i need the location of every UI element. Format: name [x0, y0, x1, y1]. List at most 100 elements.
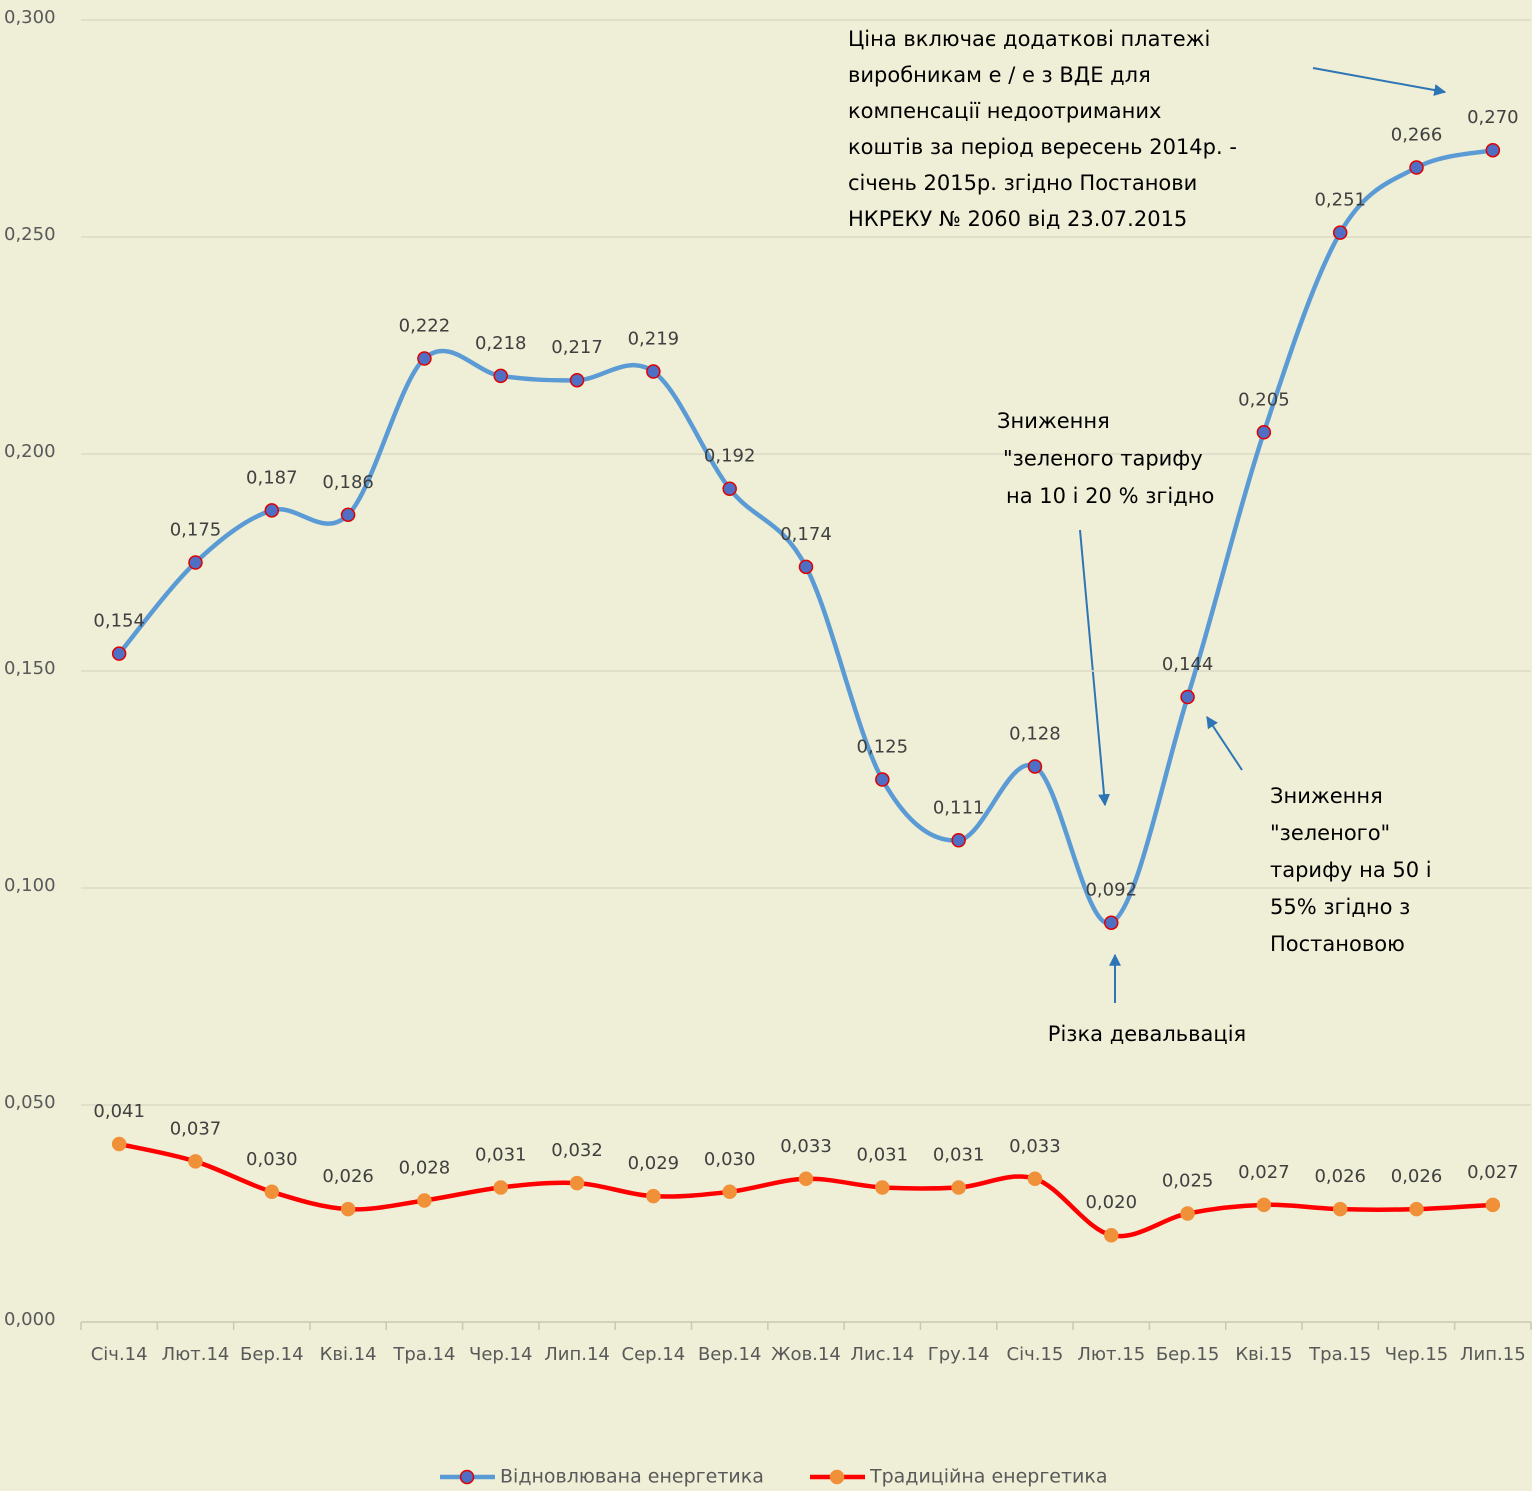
series-line — [117, 147, 1494, 926]
point — [1027, 1171, 1043, 1187]
point — [1104, 915, 1119, 930]
point — [111, 1136, 127, 1152]
arrow — [1079, 529, 1110, 807]
data-label: 0,032 — [551, 1140, 603, 1161]
annotation: Різка девальвація — [1048, 1022, 1246, 1046]
point — [1332, 225, 1348, 240]
data-label: 0,030 — [704, 1149, 756, 1170]
annotation: тарифу на 50 і — [1270, 858, 1432, 882]
y-tick-label: 0,200 — [4, 441, 56, 462]
x-tick-label: Гру.14 — [928, 1344, 990, 1365]
arrow — [1206, 715, 1243, 771]
point — [798, 559, 814, 575]
y-tick-label: 0,250 — [4, 224, 56, 245]
point — [722, 1184, 737, 1200]
data-label: 0,222 — [399, 316, 451, 337]
data-label: 0,175 — [170, 520, 222, 541]
point — [340, 507, 356, 523]
data-label: 0,092 — [1085, 880, 1137, 901]
x-tick-label: Лис.14 — [850, 1344, 914, 1365]
point — [1104, 1227, 1119, 1243]
data-label: 0,031 — [857, 1144, 909, 1165]
point — [188, 1154, 203, 1169]
x-tick-label: Кві.14 — [320, 1344, 377, 1365]
data-label: 0,205 — [1238, 389, 1290, 410]
point — [493, 368, 508, 384]
data-label: 0,125 — [857, 737, 909, 758]
point — [569, 372, 585, 388]
y-tick-label: 0,150 — [4, 658, 56, 679]
annotation: коштів за період вересень 2014р. - — [848, 135, 1237, 159]
data-label: 0,251 — [1314, 190, 1366, 211]
point — [1256, 425, 1272, 440]
point — [264, 1184, 280, 1200]
data-label: 0,041 — [93, 1101, 145, 1122]
point — [1027, 759, 1043, 774]
data-label: 0,187 — [246, 467, 298, 488]
point — [1409, 1201, 1424, 1217]
point — [875, 772, 890, 787]
data-label: 0,218 — [475, 333, 527, 354]
x-tick-label: Кві.15 — [1235, 1344, 1292, 1365]
point — [340, 1201, 356, 1217]
annotation: 55% згідно з — [1270, 895, 1410, 919]
x-tick-label: Лют.15 — [1077, 1344, 1145, 1365]
point — [1409, 160, 1424, 175]
annotation: Ціна включає додаткові платежі — [848, 27, 1210, 51]
point — [1180, 1206, 1195, 1221]
data-label: 0,111 — [933, 797, 985, 818]
annotation: січень 2015р. згідно Постанови — [848, 171, 1197, 195]
data-label: 0,026 — [322, 1166, 374, 1187]
point — [646, 1188, 661, 1204]
data-label: 0,217 — [551, 337, 603, 358]
data-label: 0,031 — [933, 1144, 985, 1165]
data-label: 0,270 — [1467, 107, 1519, 128]
data-label: 0,186 — [322, 472, 374, 493]
point — [951, 1180, 966, 1195]
y-tick-label: 0,300 — [4, 7, 56, 28]
point — [264, 503, 280, 518]
data-label: 0,128 — [1009, 723, 1061, 744]
point — [1485, 142, 1501, 158]
point — [951, 833, 966, 848]
annotation: НКРЕКУ № 2060 від 23.07.2015 — [848, 207, 1187, 231]
x-tick-label: Вер.14 — [698, 1344, 761, 1365]
x-tick-label: Тра.15 — [1308, 1344, 1371, 1365]
data-label: 0,031 — [475, 1144, 527, 1165]
data-label: 0,027 — [1467, 1162, 1519, 1183]
point — [188, 555, 203, 570]
data-label: 0,174 — [780, 524, 832, 545]
data-label: 0,027 — [1238, 1162, 1290, 1183]
point — [798, 1171, 814, 1187]
y-tick-label: 0,000 — [4, 1309, 56, 1330]
point — [1485, 1197, 1501, 1213]
annotation: "зеленого тарифу — [1003, 447, 1203, 471]
data-label: 0,026 — [1314, 1166, 1366, 1187]
legend-marker — [459, 1469, 475, 1485]
point — [646, 364, 661, 379]
point — [722, 481, 737, 496]
point — [1256, 1197, 1272, 1213]
y-tick-label: 0,050 — [4, 1092, 56, 1113]
point — [111, 646, 127, 661]
annotation: Зниження — [1270, 784, 1383, 808]
x-tick-label: Бер.14 — [240, 1344, 303, 1365]
data-label: 0,026 — [1391, 1166, 1443, 1187]
data-label: 0,028 — [399, 1157, 451, 1178]
x-tick-label: Лип.15 — [1460, 1344, 1526, 1365]
data-label: 0,219 — [628, 329, 680, 350]
point — [1332, 1201, 1348, 1217]
arrow — [1312, 67, 1447, 96]
point — [1180, 689, 1195, 705]
data-label: 0,029 — [628, 1153, 680, 1174]
annotation: Зниження — [997, 409, 1110, 433]
point — [493, 1180, 508, 1195]
data-label: 0,154 — [93, 611, 145, 632]
point — [569, 1175, 585, 1191]
arrows — [1079, 67, 1447, 1003]
annotation: на 10 і 20 % згідно — [1006, 484, 1214, 508]
data-label: 0,033 — [1009, 1136, 1061, 1157]
data-label: 0,144 — [1162, 654, 1214, 675]
